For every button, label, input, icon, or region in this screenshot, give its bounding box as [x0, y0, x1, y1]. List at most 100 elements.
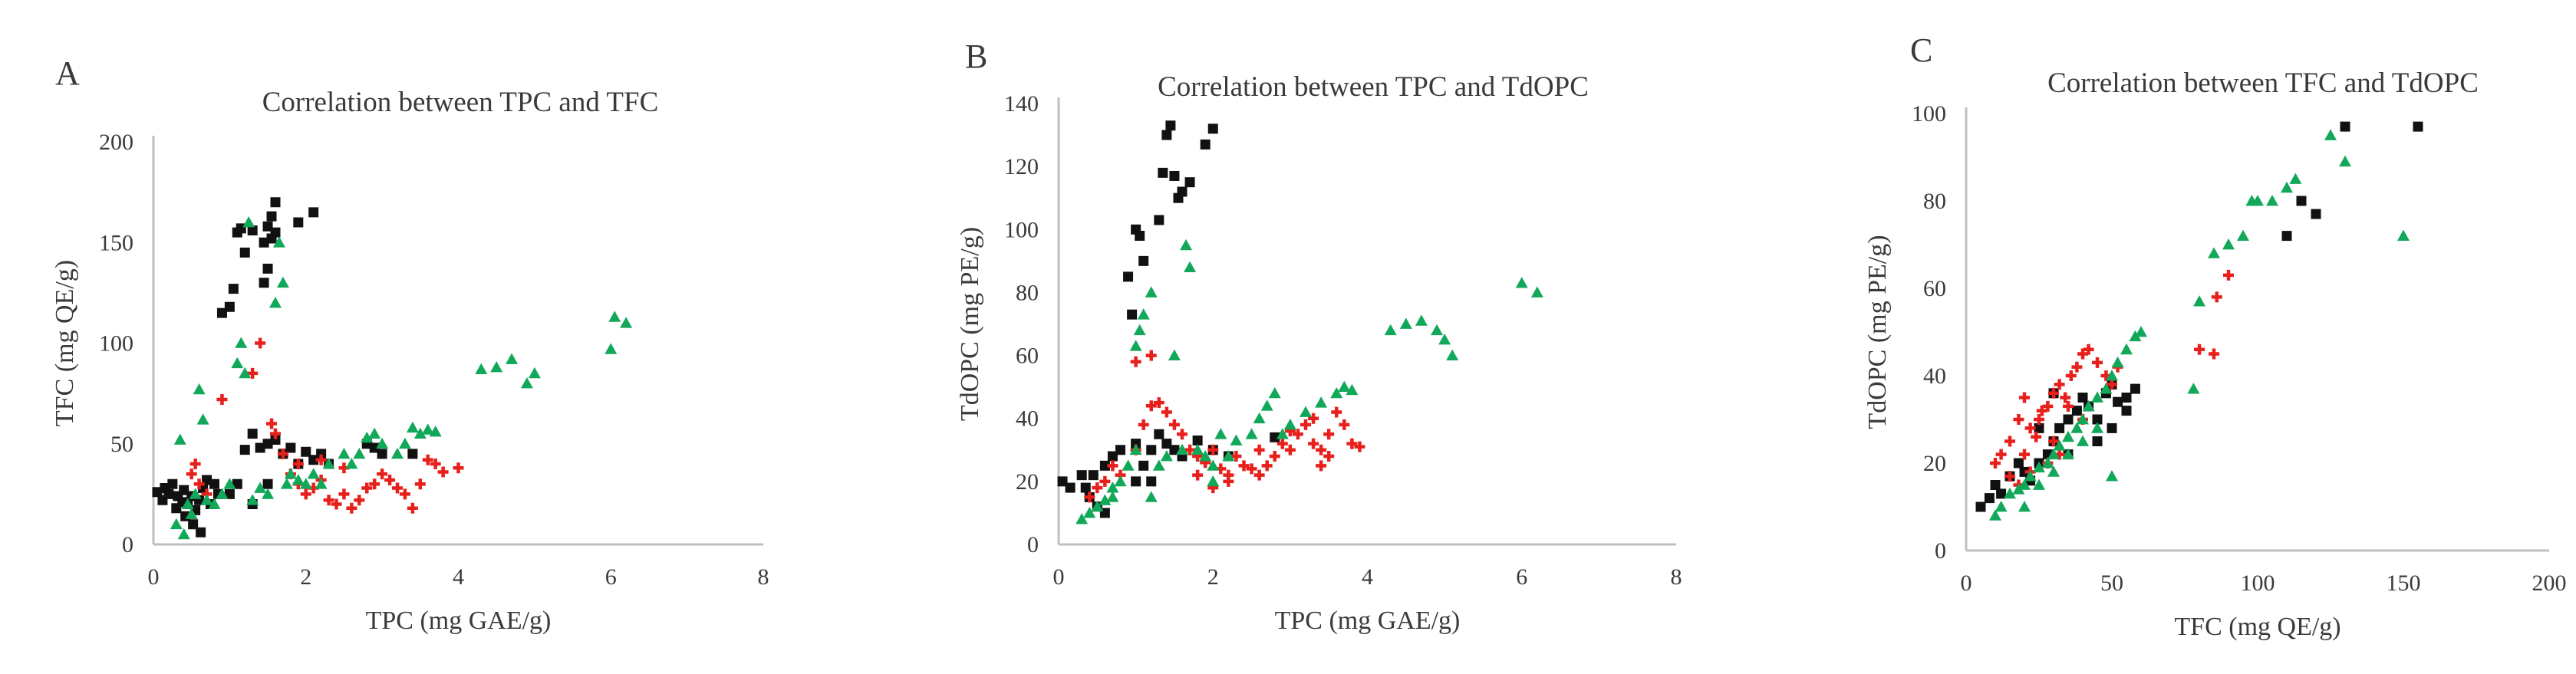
panel-c-x-tick-label: 100 [2241, 570, 2275, 596]
panel-a-point-green-triangle [272, 236, 285, 248]
panel-a-point-black-square [179, 485, 189, 495]
panel-b-point-green-triangle [1346, 383, 1359, 396]
panel-a-point-black-square [293, 217, 304, 228]
panel-c-point-red-plus [2223, 269, 2234, 281]
panel-b-point-green-triangle [1145, 491, 1158, 502]
panel-c-point-green-triangle [2397, 229, 2410, 241]
panel-c-point-black-square [2311, 209, 2321, 219]
panel-b-point-green-triangle [1245, 428, 1258, 439]
panel-a-title: Correlation between TPC and TFC [262, 87, 659, 118]
panel-b-point-green-triangle [1129, 340, 1142, 351]
panel-a-point-red-plus [247, 367, 259, 379]
panel-a-point-green-triangle [338, 447, 351, 459]
panel-a-x-tick-label: 6 [605, 564, 617, 590]
panel-a-point-red-plus [186, 469, 197, 480]
panel-b-point-green-triangle [1076, 513, 1089, 524]
panel-c-point-red-plus [2042, 400, 2054, 412]
panel-a-point-black-square [262, 221, 273, 232]
panel-c-point-green-triangle [2062, 430, 2074, 442]
panel-b-point-black-square [1161, 130, 1172, 140]
panel-c-point-green-triangle [1989, 509, 2001, 521]
panel-a-y-tick-label: 0 [122, 532, 133, 557]
panel-a-point-green-triangle [620, 317, 633, 328]
panel-c-point-black-square [2063, 414, 2074, 425]
panel-a-point-green-triangle [322, 458, 335, 469]
panel-c-point-green-triangle [2129, 330, 2142, 342]
panel-b-point-red-plus [1092, 482, 1103, 494]
panel-c-y-tick-label: 60 [1923, 276, 1946, 301]
panel-b-point-green-triangle [1260, 399, 1273, 411]
panel-b-point-green-triangle [1268, 386, 1281, 399]
panel-b-point-green-triangle [1083, 506, 1096, 518]
panel-c-point-black-square [2121, 393, 2132, 403]
panel-b-point-green-triangle [1276, 428, 1289, 439]
panel-b-point-green-triangle [1515, 277, 1528, 288]
panel-c-point-red-plus [2004, 471, 2015, 482]
panel-b-point-green-triangle [1099, 494, 1112, 505]
panel-c-point-black-square [2113, 396, 2123, 407]
panel-c-point-red-plus [2019, 449, 2030, 460]
panel-c-point-green-triangle [2018, 501, 2031, 512]
panel-b-y-tick-label: 40 [1016, 406, 1039, 432]
panel-b-y-axis-label: TdOPC (mg PE/g) [956, 227, 984, 421]
panel-a-point-green-triangle [185, 508, 198, 520]
panel-c-x-axis-label: TFC (mg QE/g) [2174, 613, 2340, 641]
panel-c-point-green-triangle [2237, 229, 2249, 241]
panel-a-point-green-triangle [413, 427, 427, 439]
panel-b-point-black-square [1165, 120, 1176, 131]
panel-a-point-black-square [247, 429, 258, 439]
panel-a-point-red-plus [361, 482, 373, 494]
panel-b-point-green-triangle [1180, 238, 1193, 251]
panel-b-title: Correlation between TPC and TdOPC [1158, 71, 1589, 103]
panel-b-x-tick-label: 8 [1671, 564, 1682, 590]
panel-a-x-tick-label: 8 [758, 564, 769, 590]
panel-c-point-red-plus [1995, 449, 2007, 460]
panel-c-y-axis-label: TdOPC (mg PE/g) [1863, 235, 1892, 429]
panel-a-x-tick-label: 4 [453, 564, 464, 590]
panel-b-point-green-triangle [1300, 406, 1312, 417]
panel-c-point-red-plus [2004, 436, 2015, 447]
panel-a-point-black-square [270, 197, 281, 208]
panel-b-point-red-plus [1253, 444, 1265, 455]
panel-a-point-green-triangle [223, 478, 236, 489]
panel-b-point-black-square [1127, 309, 1138, 320]
panel-b-point-red-plus [1177, 429, 1188, 440]
panel-c-point-black-square [2121, 406, 2132, 416]
panel-b-point-black-square [1161, 439, 1172, 449]
panel-b-point-green-triangle [1122, 459, 1135, 471]
panel-b-point-green-triangle [1253, 412, 1266, 424]
panel-c-point-black-square [2281, 231, 2292, 242]
panel-b-point-green-triangle [1145, 286, 1158, 298]
panel-b-point-green-triangle [1199, 450, 1212, 462]
panel-a-point-black-square [316, 449, 327, 459]
panel-a-point-black-square [270, 227, 281, 238]
panel-b-point-black-square [1270, 432, 1280, 442]
panel-b-point-red-plus [1161, 406, 1172, 418]
panel-b-point-red-plus [1276, 438, 1288, 449]
panel-c-x-tick-label: 0 [1961, 570, 1972, 596]
panel-b-point-green-triangle [1133, 324, 1146, 336]
panel-b-point-red-plus [1145, 400, 1157, 412]
panel-b-point-black-square [1154, 215, 1164, 225]
panel-c-y-tick-label: 0 [1935, 538, 1946, 564]
panel-c-point-red-plus [2034, 414, 2044, 425]
panel-a-point-green-triangle [421, 423, 434, 435]
panel-a-point-red-plus [270, 428, 281, 439]
panel-a-point-black-square [216, 307, 227, 318]
panel-c-point-black-square [1975, 501, 1986, 512]
panel-b-label: B [965, 38, 987, 75]
panel-b-point-green-triangle [1438, 334, 1451, 345]
panel-c-point-red-plus [2107, 379, 2117, 390]
panel-c-point-green-triangle [2339, 155, 2351, 167]
panel-c-point-green-triangle [2070, 422, 2084, 433]
panel-a-point-green-triangle [235, 337, 248, 348]
panel-c-point-green-triangle [2187, 383, 2200, 394]
panel-b-point-red-plus [1107, 460, 1118, 472]
panel-b-point-black-square [1169, 445, 1180, 455]
panel-c-point-green-triangle [2004, 487, 2016, 499]
panel-c-point-black-square [2340, 121, 2350, 132]
panel-a-x-tick-label: 0 [148, 564, 160, 590]
panel-c-point-green-triangle [2041, 457, 2054, 469]
panel-b-point-red-plus [1261, 460, 1273, 472]
panel-b-point-red-plus [1323, 451, 1335, 462]
